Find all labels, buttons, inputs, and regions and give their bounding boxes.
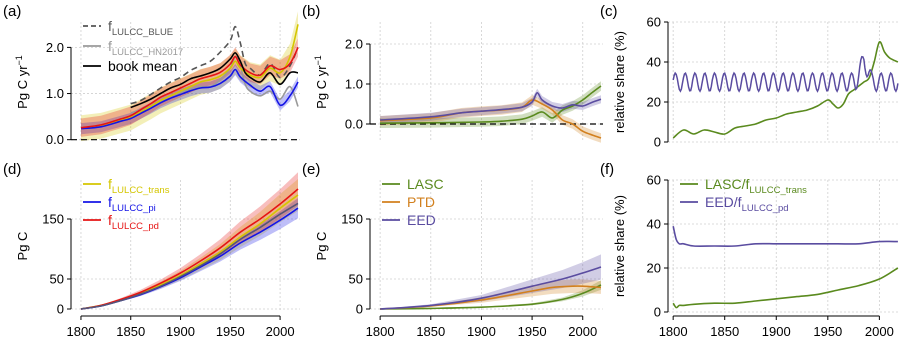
legend-entry-subscript: LULCC_trans — [112, 185, 170, 196]
panel-a: 0.0 1.0 2.0 Pg C yr−1 (a) fLULCC_BLUEfLULCC_H… — [3, 3, 300, 147]
y-tick-label: 20 — [647, 95, 661, 110]
x-tick-label: 2000 — [266, 324, 295, 339]
legend-entry: fLULCC_HN2017 — [108, 38, 183, 58]
legend-entry-subscript: LULCC_pi — [112, 203, 156, 214]
band-ptd — [380, 279, 601, 309]
band-flulcc-trans — [81, 179, 298, 309]
y-tick-label: 1.0 — [345, 77, 363, 92]
legend-entry: fLULCC_trans — [108, 176, 170, 196]
panel-b: 0.0 1.0 2.0 Pg C yr−1 (b) — [302, 3, 603, 143]
y-tick-label: 150 — [42, 212, 64, 227]
y-tick-label: 2.0 — [345, 37, 363, 52]
y-axis-label: relative share (%) — [612, 31, 627, 133]
band-flulcc-trans — [81, 11, 298, 142]
panel-f: 0 20 40 60 1800 1850 1900 1950 2000 relative shar… — [600, 161, 900, 339]
panel-label: (c) — [600, 3, 618, 20]
series-line-book-mean — [130, 52, 299, 109]
x-tick-label: 1900 — [762, 324, 791, 339]
band-lasc — [380, 81, 601, 128]
legend-entry: PTD — [407, 194, 435, 210]
x-tick-label: 2000 — [568, 324, 597, 339]
panel-label: (a) — [3, 3, 21, 20]
y-tick-label: 50 — [349, 272, 363, 287]
legend-entry: fLULCC_BLUE — [108, 18, 173, 38]
series-line-eed-share — [672, 55, 899, 93]
legend-entry: EED — [407, 212, 436, 228]
y-axis-label: Pg C — [15, 232, 30, 261]
legend-entry-subscript: LULCC_pd — [112, 221, 159, 232]
band-eed — [380, 88, 601, 124]
y-tick-label: 0 — [57, 302, 64, 317]
series-line-flulcc-hn2017 — [130, 55, 299, 114]
legend-entry: fLULCC_pi — [108, 194, 156, 214]
y-tick-label: 0.0 — [46, 132, 64, 147]
legend-entry-subscript: LULCC_HN2017 — [112, 47, 183, 58]
x-tick-label: 1800 — [66, 324, 95, 339]
y-tick-label: 40 — [647, 55, 661, 70]
panel-label: (b) — [302, 3, 320, 20]
y-tick-label: 60 — [647, 173, 661, 188]
y-axis-label: Pg C — [314, 232, 329, 261]
series-line-eed — [380, 92, 602, 121]
legend-entry: fLULCC_pd — [108, 212, 159, 232]
y-tick-label: 0.0 — [345, 117, 363, 132]
series-line-lasc — [380, 284, 602, 310]
legend-entry: LASC — [407, 176, 444, 192]
y-tick-label: 40 — [647, 217, 661, 232]
series-line-eed — [380, 266, 602, 310]
series-line-flulcc-pd — [80, 188, 299, 310]
y-tick-label: 1.0 — [46, 86, 64, 101]
x-tick-label: 1800 — [366, 324, 395, 339]
legend-entry-subscript: LULCC_pd — [742, 203, 789, 214]
x-tick-label: 1950 — [813, 324, 842, 339]
y-tick-label: 2.0 — [46, 40, 64, 55]
panel-c: 0 20 40 60 relative share (%) (c) — [600, 3, 900, 150]
y-tick-label: 0 — [356, 302, 363, 317]
x-tick-label: 2000 — [865, 324, 894, 339]
x-tick-label: 1900 — [166, 324, 195, 339]
series-line-mean — [80, 202, 299, 310]
panel-label: (d) — [3, 161, 21, 178]
series-line-flulcc-pd — [80, 47, 299, 129]
x-tick-label: 1850 — [116, 324, 145, 339]
series-line-flulcc-pi — [80, 68, 299, 130]
y-axis-label: Pg C yr−1 — [14, 55, 30, 109]
y-tick-label: 0 — [654, 305, 661, 320]
series-line-eed-flulcc-pd — [672, 226, 898, 247]
x-tick-label: 1950 — [216, 324, 245, 339]
x-tick-label: 1850 — [416, 324, 445, 339]
series-line-flulcc-blue — [130, 25, 299, 105]
y-tick-label: 50 — [50, 272, 64, 287]
x-tick-label: 1850 — [710, 324, 739, 339]
band-ptd — [380, 95, 601, 143]
panel-label: (e) — [302, 161, 320, 178]
y-axis-label-superscript: −1 — [313, 55, 323, 65]
legend-entry: book mean — [108, 58, 177, 74]
y-tick-label: 150 — [341, 212, 363, 227]
series-line-flulcc-trans — [80, 24, 299, 129]
series-line-lasc — [380, 85, 602, 124]
y-axis-label: relative share (%) — [612, 195, 627, 297]
y-tick-label: 0 — [654, 135, 661, 150]
y-tick-label: 60 — [647, 15, 661, 30]
panel-label: (f) — [600, 161, 614, 178]
x-tick-label: 1950 — [518, 324, 547, 339]
legend-entry-subscript: LULCC_BLUE — [112, 27, 173, 38]
legend-entry-subscript: LULCC_trans — [749, 185, 807, 196]
y-axis-label: Pg C yr−1 — [313, 55, 329, 109]
y-tick-label: 20 — [647, 261, 661, 276]
series-line-lasc-flulcc-trans — [672, 267, 899, 309]
legend-entry: LASC/fLULCC_trans — [705, 176, 807, 196]
x-tick-label: 1900 — [467, 324, 496, 339]
x-tick-label: 1800 — [659, 324, 688, 339]
panel-d: 0 50 150 1800 1850 1900 1950 2000 Pg C (d) fLULCC_… — [3, 161, 300, 339]
y-axis-label-superscript: −1 — [14, 55, 24, 65]
series-line-lasc-share — [672, 41, 899, 139]
panel-e: 0 50 150 1800 1850 1900 1950 2000 Pg C (e) LASC PTD… — [302, 161, 603, 339]
